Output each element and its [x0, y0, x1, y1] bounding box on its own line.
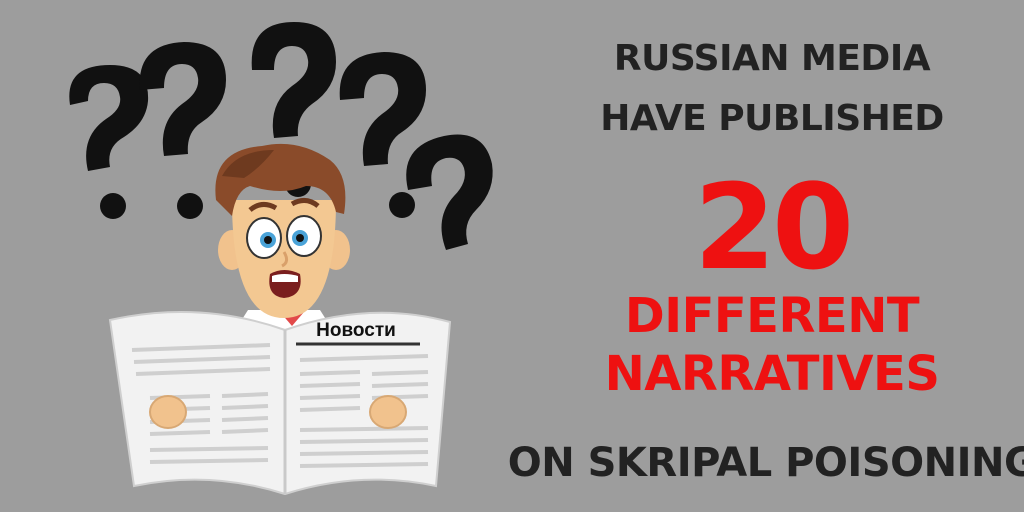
headline-line-2: HAVE PUBLISHED — [600, 98, 944, 139]
headline-line-5: NARRATIVES — [604, 346, 940, 402]
confused-reader-illustration: Новости — [69, 22, 493, 496]
newspaper-icon — [108, 311, 452, 496]
surprised-man-illustration — [215, 143, 350, 318]
question-mark-icon — [139, 42, 226, 219]
headline-line-4: DIFFERENT — [624, 288, 920, 344]
headline-line-6: ON SKRIPAL POISONING — [507, 440, 1024, 486]
question-mark-icon — [389, 134, 493, 250]
headline-block: RUSSIAN MEDIA HAVE PUBLISHED 20 DIFFEREN… — [508, 0, 1024, 512]
question-mark-icon — [69, 65, 149, 219]
headline-line-1: RUSSIAN MEDIA — [613, 38, 931, 79]
newspaper-masthead: Новости — [316, 320, 396, 341]
question-mark-icon — [339, 52, 426, 166]
headline-number: 20 — [693, 158, 854, 296]
